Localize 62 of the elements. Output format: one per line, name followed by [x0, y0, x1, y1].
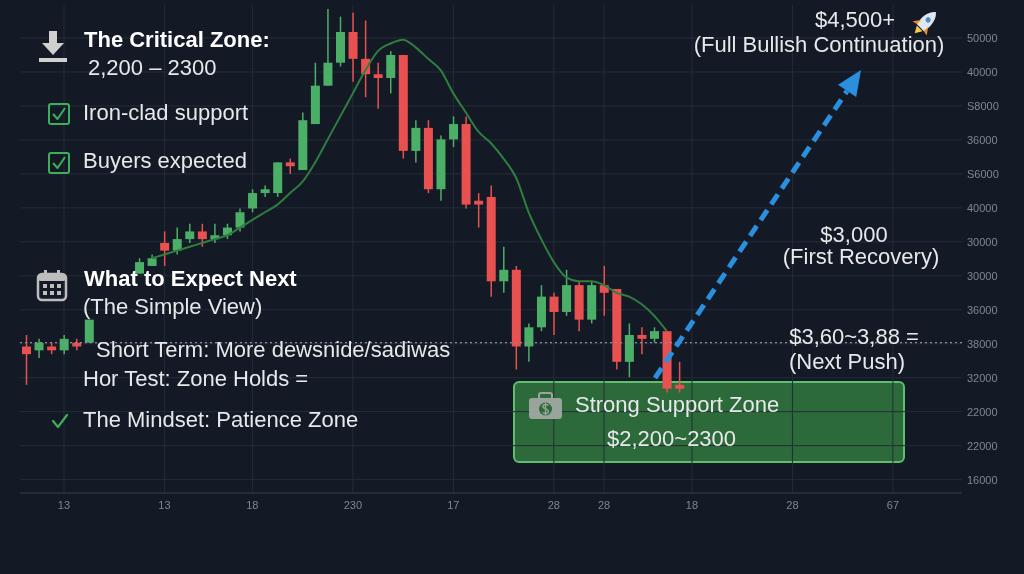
x-tick-label: 67	[886, 498, 900, 511]
text: 22000	[967, 405, 998, 418]
annotation: 2,200 – 2300	[88, 55, 217, 80]
candlestick	[185, 223, 195, 244]
text: 50000	[967, 32, 998, 44]
x-tick-label: 17	[447, 498, 460, 511]
annotation: $3,000	[820, 222, 888, 247]
text: $2,200~2300	[607, 426, 737, 451]
text: 38000	[967, 337, 998, 350]
annotation: Hor Test: Zone Holds =	[83, 366, 309, 391]
x-tick-label: 28	[547, 498, 560, 511]
candlestick	[235, 207, 245, 233]
candlestick	[34, 338, 44, 359]
candlestick	[323, 8, 333, 87]
annotation: The Critical Zone:	[84, 27, 270, 52]
text: 36000	[967, 133, 998, 146]
annotation: (Next Push)	[788, 349, 906, 374]
candlestick	[260, 184, 270, 198]
annotation: $3,60~3,88 =	[789, 324, 919, 349]
annotation: (First Recovery)	[782, 244, 940, 269]
annotation: (Full Bullish Continuation)	[693, 32, 945, 57]
annotation: Buyers expected	[83, 148, 247, 173]
annotation: Strong Support Zone	[575, 392, 780, 417]
candlestick	[197, 223, 207, 248]
annotation: $4,500+	[815, 7, 896, 32]
annotation: What to Expect Next	[84, 266, 297, 291]
candlestick	[637, 326, 647, 355]
text: S6000	[967, 167, 999, 180]
candlestick	[524, 322, 534, 363]
text: 32000	[967, 371, 998, 384]
x-tick-label: 28	[786, 498, 799, 511]
text: 22000	[967, 439, 998, 452]
text: 40000	[967, 201, 998, 214]
x-tick-label: 13	[158, 498, 171, 511]
annotation: Short Term: More dewsnide/sadiwas	[96, 337, 451, 362]
text: 36000	[967, 303, 998, 316]
candlestick	[411, 119, 421, 164]
x-tick-label: 28	[597, 498, 611, 511]
x-tick-label: 230	[343, 498, 363, 511]
candlestick	[22, 334, 31, 386]
x-tick-label: 18	[246, 498, 259, 511]
x-tick-label: 18	[685, 498, 699, 511]
candlestick	[386, 50, 396, 95]
candlestick	[499, 246, 509, 294]
text: 30000	[967, 269, 998, 282]
candlestick	[549, 292, 559, 336]
candlestick	[373, 61, 383, 110]
candlestick	[59, 334, 69, 355]
text: S8000	[967, 99, 999, 112]
candlestick	[160, 230, 170, 267]
candlestick	[248, 188, 258, 214]
candlestick	[675, 361, 685, 394]
annotation: Iron-clad support	[83, 100, 249, 125]
annotation: (The Simple View)	[83, 294, 263, 319]
candlestick	[449, 115, 459, 148]
text: 30000	[967, 235, 998, 248]
text: The Mindset: Patience Zone	[83, 407, 359, 432]
text: 40000	[967, 65, 998, 78]
x-tick-label: 13	[57, 498, 71, 511]
text: 16000	[967, 473, 998, 486]
candlestick	[172, 226, 182, 256]
candlestick	[474, 192, 484, 229]
